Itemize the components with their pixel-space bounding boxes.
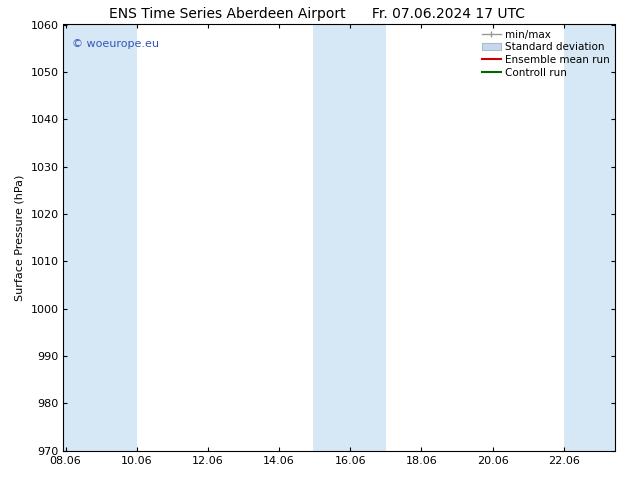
- Bar: [313, 24, 386, 451]
- Bar: [63, 24, 137, 451]
- Bar: [564, 24, 615, 451]
- Text: ENS Time Series Aberdeen Airport      Fr. 07.06.2024 17 UTC: ENS Time Series Aberdeen Airport Fr. 07.…: [109, 7, 525, 22]
- Y-axis label: Surface Pressure (hPa): Surface Pressure (hPa): [15, 174, 25, 301]
- Text: © woeurope.eu: © woeurope.eu: [72, 39, 158, 49]
- Legend: min/max, Standard deviation, Ensemble mean run, Controll run: min/max, Standard deviation, Ensemble me…: [480, 27, 612, 79]
